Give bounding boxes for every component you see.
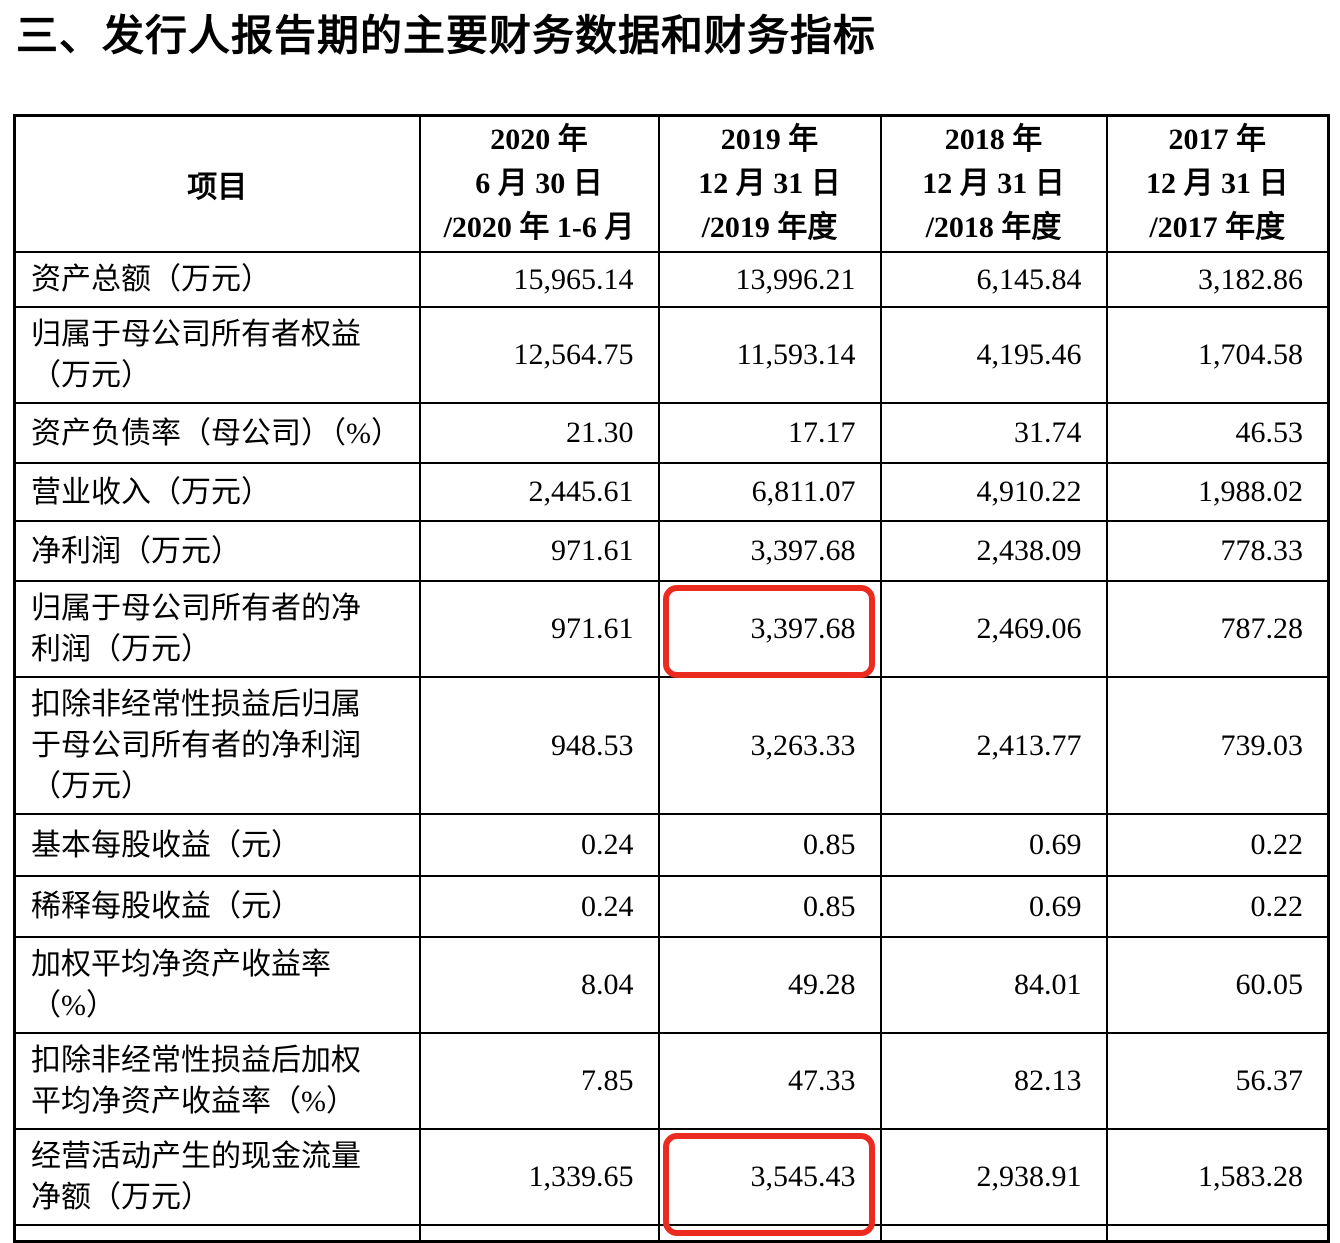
cell-value	[657, 1224, 882, 1241]
row-label: 稀释每股收益（元）	[13, 875, 421, 938]
row-label: 归属于母公司所有者的净 利润（万元）	[13, 580, 421, 678]
cell-value: 17.17	[657, 402, 882, 464]
cell-value: 6,145.84	[879, 251, 1108, 308]
cell-value: 4,910.22	[879, 462, 1108, 522]
table-row-deducted-weighted-roe: 扣除非经常性损益后加权 平均净资产收益率（%） 7.85 47.33 82.13…	[13, 1032, 1330, 1130]
row-label: 营业收入（万元）	[13, 462, 421, 522]
table-row-basic-eps: 基本每股收益（元） 0.24 0.85 0.69 0.22	[13, 813, 1330, 877]
row-label: 加权平均净资产收益率 （%）	[13, 936, 421, 1034]
header-period-2017: 2017 年 12 月 31 日 /2017 年度	[1105, 114, 1330, 253]
cell-value: 3,397.68	[657, 520, 882, 582]
cell-value: 60.05	[1105, 936, 1330, 1034]
cell-value: 0.69	[879, 813, 1108, 877]
cell-value-highlighted: 3,397.68	[657, 580, 882, 678]
cell-value: 0.85	[657, 875, 882, 938]
cell-value: 46.53	[1105, 402, 1330, 464]
financial-table: 项目 2020 年 6 月 30 日 /2020 年 1-6 月 2019 年 …	[13, 114, 1330, 1243]
row-label: 归属于母公司所有者权益 （万元）	[13, 306, 421, 404]
cell-value: 2,413.77	[879, 676, 1108, 815]
table-row-weighted-roe: 加权平均净资产收益率 （%） 8.04 49.28 84.01 60.05	[13, 936, 1330, 1034]
cell-value: 13,996.21	[657, 251, 882, 308]
table-row-deducted-parent-net-profit: 扣除非经常性损益后归属 于母公司所有者的净利润 （万元） 948.53 3,26…	[13, 676, 1330, 815]
header-period-2020: 2020 年 6 月 30 日 /2020 年 1-6 月	[418, 114, 660, 253]
cell-value-highlighted: 3,545.43	[657, 1128, 882, 1236]
row-label: 经营活动产生的现金流量 净额（万元）	[13, 1128, 421, 1226]
cell-value: 1,583.28	[1105, 1128, 1330, 1226]
cell-value: 56.37	[1105, 1032, 1330, 1130]
cell-value: 0.85	[657, 813, 882, 877]
table-row-debt-ratio: 资产负债率（母公司）（%） 21.30 17.17 31.74 46.53	[13, 402, 1330, 464]
cell-value: 1,704.58	[1105, 306, 1330, 404]
table-row-total-assets: 资产总额（万元） 15,965.14 13,996.21 6,145.84 3,…	[13, 251, 1330, 308]
cell-value: 0.24	[418, 875, 660, 938]
row-label: 净利润（万元）	[13, 520, 421, 582]
cell-value: 12,564.75	[418, 306, 660, 404]
cell-value: 84.01	[879, 936, 1108, 1034]
cell-value: 2,938.91	[879, 1128, 1108, 1226]
cell-value: 2,469.06	[879, 580, 1108, 678]
cell-value: 15,965.14	[418, 251, 660, 308]
table-row-parent-net-profit: 归属于母公司所有者的净 利润（万元） 971.61 3,397.68 2,469…	[13, 580, 1330, 678]
table-row-diluted-eps: 稀释每股收益（元） 0.24 0.85 0.69 0.22	[13, 875, 1330, 938]
cell-value: 0.22	[1105, 875, 1330, 938]
cell-value: 82.13	[879, 1032, 1108, 1130]
row-label	[13, 1224, 421, 1241]
table-row-net-profit: 净利润（万元） 971.61 3,397.68 2,438.09 778.33	[13, 520, 1330, 582]
table-header-row: 项目 2020 年 6 月 30 日 /2020 年 1-6 月 2019 年 …	[13, 114, 1330, 253]
cell-value: 0.22	[1105, 813, 1330, 877]
table-row-parent-equity: 归属于母公司所有者权益 （万元） 12,564.75 11,593.14 4,1…	[13, 306, 1330, 404]
cell-value: 11,593.14	[657, 306, 882, 404]
cell-value: 21.30	[418, 402, 660, 464]
page-title: 三、发行人报告期的主要财务数据和财务指标	[16, 12, 877, 59]
table-row-partial	[13, 1224, 1330, 1241]
document-page: { "title": "三、发行人报告期的主要财务数据和财务指标", "colo…	[13, 12, 1330, 1243]
cell-value	[1105, 1224, 1330, 1241]
cell-value: 971.61	[418, 520, 660, 582]
cell-value: 739.03	[1105, 676, 1330, 815]
cell-value: 0.69	[879, 875, 1108, 938]
cell-value	[418, 1224, 660, 1241]
header-period-2018: 2018 年 12 月 31 日 /2018 年度	[879, 114, 1108, 253]
cell-value: 2,438.09	[879, 520, 1108, 582]
cell-value: 31.74	[879, 402, 1108, 464]
cell-value: 49.28	[657, 936, 882, 1034]
cell-value: 0.24	[418, 813, 660, 877]
cell-value: 971.61	[418, 580, 660, 678]
header-period-2019: 2019 年 12 月 31 日 /2019 年度	[657, 114, 882, 253]
header-item: 项目	[13, 114, 421, 253]
cell-value: 1,988.02	[1105, 462, 1330, 522]
cell-value: 3,182.86	[1105, 251, 1330, 308]
row-label: 扣除非经常性损益后加权 平均净资产收益率（%）	[13, 1032, 421, 1130]
cell-value: 47.33	[657, 1032, 882, 1130]
cell-value: 4,195.46	[879, 306, 1108, 404]
cell-value: 3,263.33	[657, 676, 882, 815]
table-row-operating-cash-flow: 经营活动产生的现金流量 净额（万元） 1,339.65 3,545.43 2,9…	[13, 1128, 1330, 1236]
row-label: 资产总额（万元）	[13, 251, 421, 308]
cell-value: 6,811.07	[657, 462, 882, 522]
cell-value: 778.33	[1105, 520, 1330, 582]
row-label: 资产负债率（母公司）（%）	[13, 402, 421, 464]
cell-value	[879, 1224, 1108, 1241]
cell-value: 7.85	[418, 1032, 660, 1130]
cell-value: 787.28	[1105, 580, 1330, 678]
cell-value: 2,445.61	[418, 462, 660, 522]
cell-value: 948.53	[418, 676, 660, 815]
cell-value: 8.04	[418, 936, 660, 1034]
row-label: 基本每股收益（元）	[13, 813, 421, 877]
cell-value: 1,339.65	[418, 1128, 660, 1226]
table-row-revenue: 营业收入（万元） 2,445.61 6,811.07 4,910.22 1,98…	[13, 462, 1330, 522]
row-label: 扣除非经常性损益后归属 于母公司所有者的净利润 （万元）	[13, 676, 421, 815]
